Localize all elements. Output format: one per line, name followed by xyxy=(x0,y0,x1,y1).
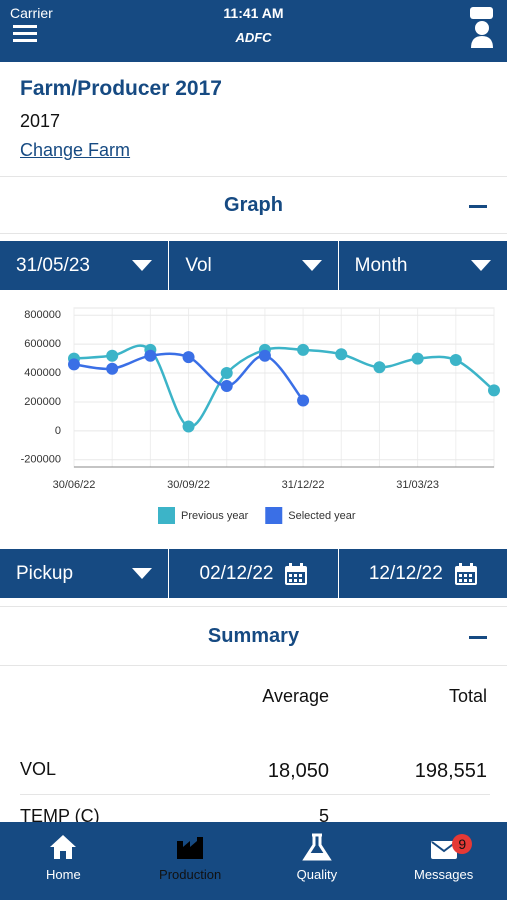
tab[interactable]: Quality xyxy=(254,822,381,900)
date-picker[interactable]: 02/12/22 xyxy=(169,549,339,598)
calendar-icon xyxy=(454,562,477,585)
point xyxy=(220,380,233,393)
dropdown-label: 31/05/23 xyxy=(16,254,90,276)
graph-title: Graph xyxy=(224,193,283,216)
tab-icon xyxy=(50,835,77,859)
dropdown[interactable]: Month xyxy=(339,241,507,290)
summary-title: Summary xyxy=(207,624,300,647)
x-tick-label: 31/03/23 xyxy=(396,479,439,491)
y-tick-label: -200000 xyxy=(21,454,61,466)
tab-label: Messages xyxy=(414,867,474,882)
x-tick-label: 30/06/22 xyxy=(53,479,96,491)
date-label: 02/12/22 xyxy=(199,562,274,584)
dropdown-icon xyxy=(132,567,153,579)
menu-button[interactable] xyxy=(13,24,37,44)
tab-label: Production xyxy=(159,867,222,882)
y-tick-label: 600000 xyxy=(24,338,61,350)
point xyxy=(68,358,80,371)
dropdown[interactable]: Vol xyxy=(169,241,339,290)
dropdown-icon xyxy=(470,259,491,271)
point xyxy=(258,349,271,362)
tab-label: Home xyxy=(46,867,81,882)
tab-icon xyxy=(302,833,332,861)
change-farm-link[interactable]: Change Farm xyxy=(20,140,131,160)
point xyxy=(182,420,195,433)
point xyxy=(144,349,157,362)
profile-button[interactable] xyxy=(470,20,494,48)
dropdown-label: Month xyxy=(354,254,408,276)
point xyxy=(297,394,310,407)
point xyxy=(106,362,119,375)
x-tick-label: 31/12/22 xyxy=(282,479,325,491)
y-tick-label: 400000 xyxy=(24,367,61,379)
row-label: TEMP (C) xyxy=(20,806,100,826)
point xyxy=(335,348,348,361)
graph-section[interactable]: Graph xyxy=(0,176,507,234)
dropdown-icon xyxy=(301,259,322,271)
dropdown-label: Vol xyxy=(185,254,212,276)
x-tick-label: 30/09/22 xyxy=(167,479,210,491)
header-average: Average xyxy=(262,686,329,706)
header-total: Total xyxy=(448,686,487,706)
plot-frame xyxy=(73,307,495,468)
farm-subtitle: 2017 xyxy=(20,111,61,131)
summary-section[interactable]: Summary xyxy=(0,606,507,666)
tab[interactable]: Home xyxy=(0,822,127,900)
header: Carrier 11:41 AM ADFC xyxy=(0,0,507,62)
legend-label: Previous year xyxy=(181,510,249,522)
tab-label: Quality xyxy=(296,867,338,882)
battery xyxy=(470,7,493,19)
farm-title: Farm/Producer 2017 xyxy=(20,77,222,100)
carrier: Carrier xyxy=(10,5,53,21)
legend-label: Selected year xyxy=(288,510,356,522)
legend-swatch xyxy=(158,507,175,524)
row-total: 198,551 xyxy=(414,760,487,782)
point xyxy=(488,384,500,397)
collapse-icon xyxy=(469,205,487,208)
pickup-filters: Pickup 02/12/22 12/12/22 xyxy=(0,549,507,598)
legend-swatch xyxy=(265,507,283,524)
row-average: 5 xyxy=(318,806,329,826)
tab-bar: Home Production Quality Messages 9 xyxy=(0,822,507,900)
y-tick-label: 0 xyxy=(55,425,61,437)
graph-filters: 31/05/23 Vol Month xyxy=(0,241,507,290)
y-tick-label: 200000 xyxy=(24,396,61,408)
point xyxy=(182,351,195,364)
point xyxy=(297,343,310,356)
series-line xyxy=(73,344,495,428)
dropdown[interactable]: Pickup xyxy=(0,549,170,598)
tab[interactable]: Messages 9 xyxy=(380,822,507,900)
chart: -200000 0 200000 400000 600000 800000 30/06/22… xyxy=(21,307,500,524)
point xyxy=(449,354,462,367)
point xyxy=(373,361,386,374)
time: 11:41 AM xyxy=(223,5,284,21)
point xyxy=(411,352,424,365)
dropdown-icon xyxy=(132,259,153,271)
dropdown-label: Pickup xyxy=(16,562,74,584)
point xyxy=(220,367,233,380)
tab[interactable]: Production xyxy=(127,822,254,900)
logo: ADFC xyxy=(235,30,272,45)
dropdown[interactable]: 31/05/23 xyxy=(0,241,170,290)
date-picker[interactable]: 12/12/22 xyxy=(339,549,507,598)
collapse-icon xyxy=(469,636,487,639)
tab-icon xyxy=(430,841,457,859)
y-tick-label: 800000 xyxy=(24,309,61,321)
tab-icon xyxy=(177,837,204,859)
badge: 9 xyxy=(452,834,473,854)
point xyxy=(106,349,119,362)
calendar-icon xyxy=(285,562,308,585)
row-average: 18,050 xyxy=(267,760,329,782)
row-label: VOL xyxy=(20,759,57,779)
date-label: 12/12/22 xyxy=(368,562,443,584)
